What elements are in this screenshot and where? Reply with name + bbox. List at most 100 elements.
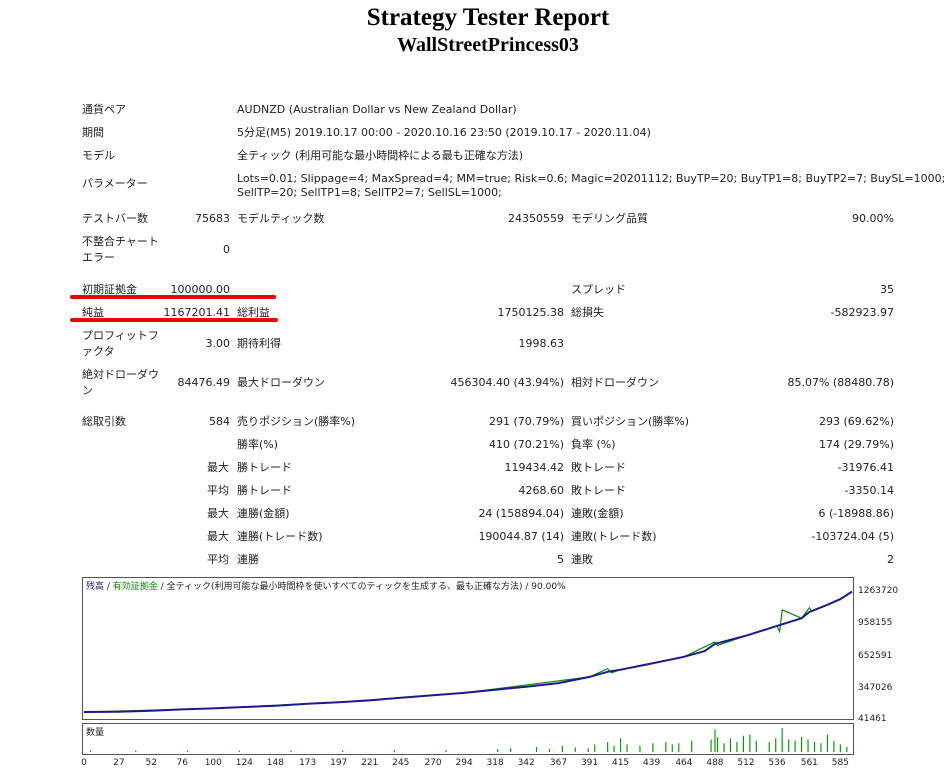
x-tick-label: 536 bbox=[768, 758, 786, 768]
max-consec-wins-value: 24 (158894.04) bbox=[478, 507, 564, 520]
x-tick-label: 585 bbox=[831, 758, 849, 768]
period-label: 期間 bbox=[82, 126, 104, 139]
max-word-3: 最大 bbox=[207, 530, 229, 543]
y-tick-label: 1263720 bbox=[858, 586, 899, 596]
bars-label: テストバー数 bbox=[82, 212, 148, 225]
period-value: 5分足(M5) 2019.10.17 00:00 - 2020.10.16 23… bbox=[237, 126, 651, 139]
short-value: 291 (70.79%) bbox=[488, 415, 564, 428]
short-label: 売りポジション(勝率%) bbox=[237, 415, 356, 428]
gross-profit-value: 1750125.38 bbox=[497, 306, 564, 319]
equity-series-line bbox=[83, 591, 853, 713]
long-label: 買いポジション(勝率%) bbox=[571, 415, 690, 428]
rel-dd-value: 85.07% (88480.78) bbox=[787, 376, 894, 389]
x-tick-label: 512 bbox=[737, 758, 755, 768]
avg-win-value: 4268.60 bbox=[518, 484, 565, 497]
x-tick-label: 439 bbox=[643, 758, 661, 768]
pair-value: AUDNZD (Australian Dollar vs New Zealand… bbox=[237, 103, 517, 116]
x-tick-label: 294 bbox=[455, 758, 473, 768]
long-value: 293 (69.62%) bbox=[818, 415, 894, 428]
max-consec-loss-label: 連敗(トレード数) bbox=[571, 530, 657, 543]
x-tick-label: 124 bbox=[235, 758, 253, 768]
params-label: パラメーター bbox=[82, 177, 148, 190]
chart-legend: 残高 / 有効証拠金 / 全ティック(利用可能な最小時間枠を使いすべてのティック… bbox=[86, 579, 566, 592]
legend-sep-1: / bbox=[104, 582, 113, 592]
deposit-value: 100000.00 bbox=[170, 283, 231, 296]
x-tick-label: 245 bbox=[392, 758, 410, 768]
y-tick-label: 41461 bbox=[858, 714, 887, 724]
max-dd-value: 456304.40 (43.94%) bbox=[450, 376, 564, 389]
max-consec-losses-value: 6 (-18988.86) bbox=[818, 507, 894, 520]
x-tick-label: 561 bbox=[800, 758, 818, 768]
max-dd-label: 最大ドローダウン bbox=[237, 376, 325, 389]
report-subtitle: WallStreetPrincess03 bbox=[397, 34, 579, 56]
largest-loss-value: -31976.41 bbox=[837, 461, 894, 474]
x-tick-label: 0 bbox=[81, 758, 87, 768]
net-highlight bbox=[70, 318, 278, 322]
y-tick-label: 347026 bbox=[858, 683, 893, 693]
avg-word: 平均 bbox=[207, 484, 229, 497]
report-title: Strategy Tester Report bbox=[366, 4, 610, 31]
mismatch-value: 0 bbox=[223, 243, 230, 256]
total-trades-value: 584 bbox=[209, 415, 230, 428]
legend-model: 全ティック(利用可能な最小時間枠を使いすべてのティックを生成する、最も正確な方法… bbox=[166, 582, 523, 592]
quality-value: 90.00% bbox=[852, 212, 894, 225]
x-tick-label: 52 bbox=[145, 758, 157, 768]
x-tick-label: 318 bbox=[486, 758, 504, 768]
avg-consec-losses-label: 連敗 bbox=[571, 553, 593, 566]
y-tick-label: 652591 bbox=[858, 651, 893, 661]
params-line-1: Lots=0.01; Slippage=4; MaxSpread=4; MM=t… bbox=[237, 172, 946, 185]
max-consec-loss-value: -103724.04 (5) bbox=[811, 530, 894, 543]
rel-dd-label: 相対ドローダウン bbox=[571, 376, 659, 389]
deposit-label: 初期証拠金 bbox=[82, 283, 137, 296]
x-tick-label: 342 bbox=[517, 758, 535, 768]
abs-dd-label: 絶対ドローダウン bbox=[82, 368, 159, 397]
pf-label: プロフィットファクタ bbox=[82, 329, 159, 358]
volume-label: 数量 bbox=[86, 728, 105, 738]
x-tick-label: 197 bbox=[330, 758, 348, 768]
max-consec-wins-label: 連勝(金額) bbox=[237, 507, 290, 520]
max-consec-losses-label: 連敗(金額) bbox=[571, 507, 624, 520]
abs-dd-value: 84476.49 bbox=[177, 376, 231, 389]
ticks-value: 24350559 bbox=[508, 212, 564, 225]
spread-label: スプレッド bbox=[571, 283, 626, 296]
legend-equity: 有効証拠金 bbox=[112, 582, 158, 592]
max-consec-profit-label: 連勝(トレード数) bbox=[237, 530, 323, 543]
avg-loss-label: 敗トレード bbox=[571, 484, 626, 497]
deposit-highlight bbox=[70, 295, 276, 299]
x-tick-label: 100 bbox=[204, 758, 222, 768]
largest-win-value: 119434.42 bbox=[504, 461, 565, 474]
balance-chart-frame bbox=[82, 577, 854, 720]
win-rate-label: 勝率(%) bbox=[237, 438, 279, 451]
avg-consec-wins-label: 連勝 bbox=[237, 553, 259, 566]
y-tick-label: 958155 bbox=[858, 618, 893, 628]
x-tick-label: 221 bbox=[361, 758, 379, 768]
avg-word-2: 平均 bbox=[207, 553, 229, 566]
legend-balance: 残高 bbox=[86, 582, 105, 592]
model-label: モデル bbox=[82, 149, 115, 162]
x-tick-label: 173 bbox=[299, 758, 317, 768]
spread-value: 35 bbox=[880, 283, 894, 296]
gross-loss-value: -582923.97 bbox=[830, 306, 894, 319]
max-word: 最大 bbox=[207, 461, 229, 474]
mismatch-label: 不整合チャートエラー bbox=[82, 235, 159, 264]
pf-value: 3.00 bbox=[205, 337, 231, 350]
x-tick-label: 148 bbox=[266, 758, 284, 768]
win-rate-value: 410 (70.21%) bbox=[488, 438, 564, 451]
x-tick-label: 367 bbox=[549, 758, 568, 768]
pair-label: 通貨ペア bbox=[82, 103, 126, 116]
total-trades-label: 総取引数 bbox=[82, 415, 126, 428]
x-tick-label: 391 bbox=[580, 758, 599, 768]
gross-loss-label: 総損失 bbox=[571, 306, 604, 319]
legend-sep-3: / bbox=[522, 582, 532, 592]
legend-sep-2: / bbox=[157, 582, 167, 592]
max-word-2: 最大 bbox=[207, 507, 229, 520]
avg-win-label: 勝トレード bbox=[237, 484, 292, 497]
balance-series-line bbox=[83, 590, 853, 713]
volume-chart-frame bbox=[82, 723, 854, 755]
net-label: 純益 bbox=[82, 306, 104, 319]
avg-consec-losses-value: 2 bbox=[887, 553, 894, 566]
params-line-2: SellTP=20; SellTP1=8; SellTP2=7; SellSL=… bbox=[237, 186, 502, 199]
largest-win-label: 勝トレード bbox=[237, 461, 292, 474]
loss-rate-value: 174 (29.79%) bbox=[818, 438, 894, 451]
